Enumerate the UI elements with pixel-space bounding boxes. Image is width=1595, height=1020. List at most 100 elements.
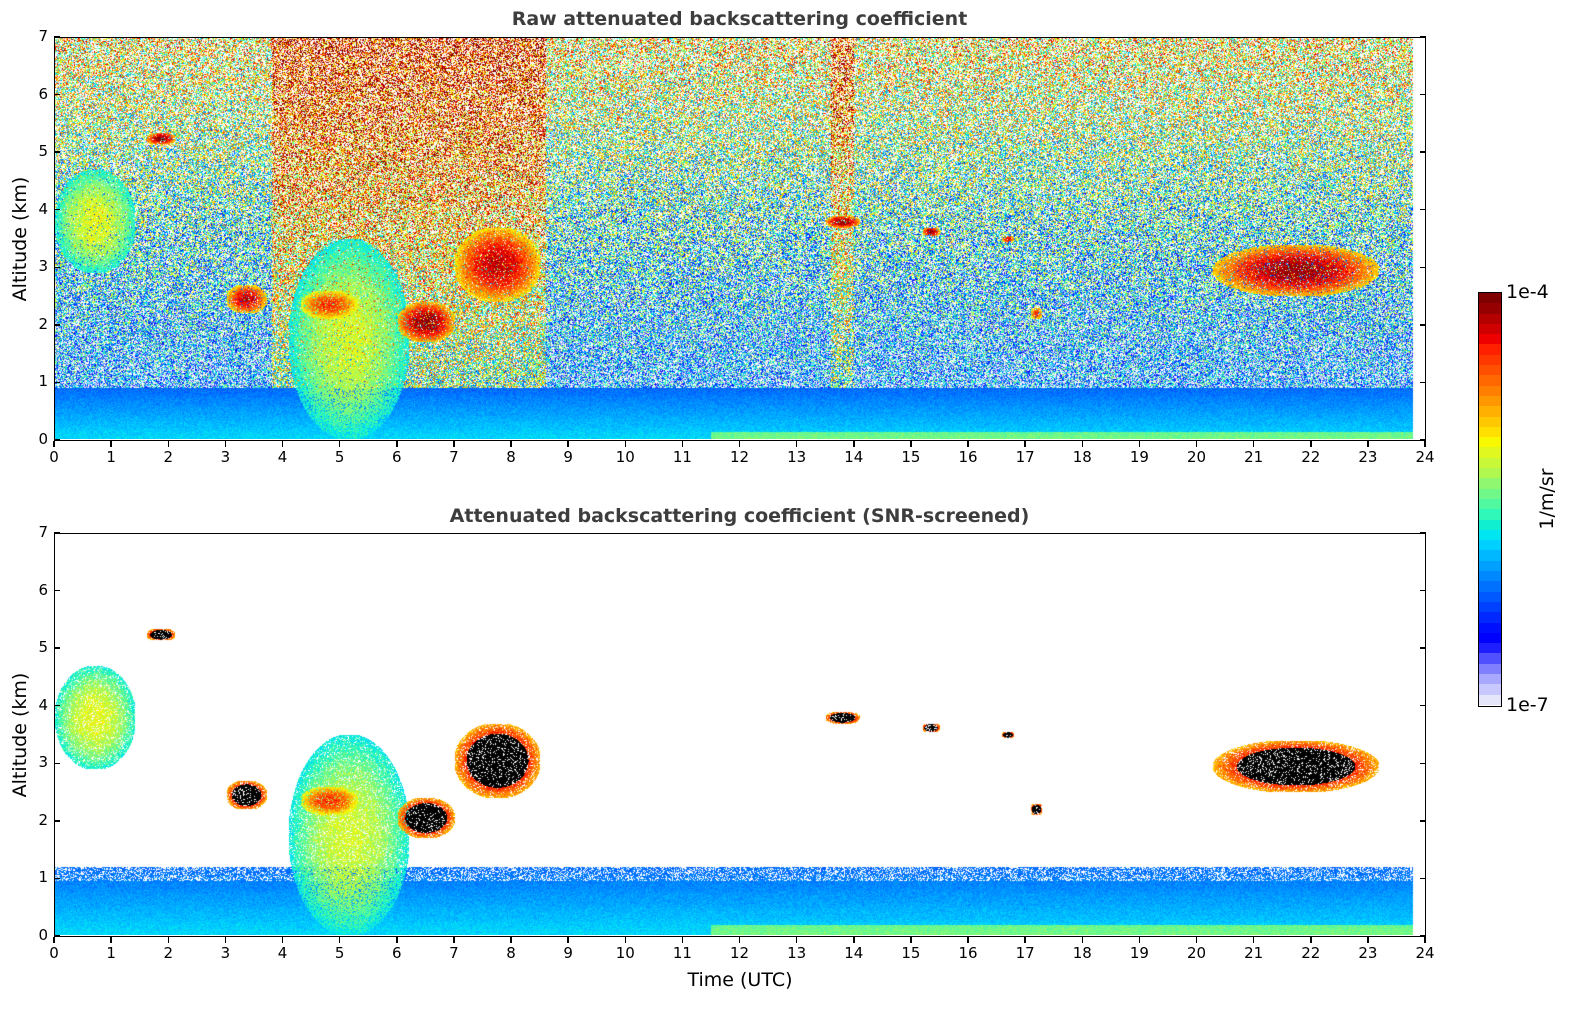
bottom-panel-heatmap [55, 534, 1424, 935]
x-tick-mark [167, 441, 169, 447]
top-panel-axes [54, 37, 1426, 441]
colorbar-band [1479, 663, 1501, 674]
bottom-panel-axes [54, 533, 1426, 937]
x-tick-mark [1424, 441, 1426, 447]
x-tick-label: 10 [615, 944, 635, 962]
y-tick-mark [54, 532, 60, 534]
y-tick-mark [1420, 647, 1426, 649]
x-tick-label: 0 [49, 944, 59, 962]
x-tick-label: 18 [1072, 944, 1092, 962]
x-tick-label: 16 [958, 448, 978, 466]
x-tick-mark [338, 937, 341, 943]
x-tick-mark [853, 937, 855, 943]
x-tick-label: 12 [729, 448, 750, 466]
colorbar-band [1479, 643, 1501, 654]
x-tick-mark [396, 937, 398, 943]
x-tick-mark [738, 441, 741, 447]
x-tick-label: 14 [844, 448, 864, 466]
colorbar-band [1479, 334, 1501, 345]
x-tick-mark [1081, 937, 1083, 943]
x-tick-label: 7 [449, 944, 459, 962]
x-tick-label: 1 [106, 448, 116, 466]
colorbar-band [1479, 437, 1501, 448]
x-tick-mark [1195, 441, 1198, 447]
x-tick-mark [53, 441, 55, 447]
x-tick-label: 16 [958, 944, 978, 962]
x-tick-mark [1252, 937, 1255, 943]
x-tick-mark [910, 441, 912, 447]
x-tick-mark [1310, 441, 1312, 447]
x-tick-label: 4 [277, 448, 288, 466]
colorbar [1478, 292, 1502, 707]
x-tick-label: 20 [1186, 944, 1207, 962]
y-tick-label: 4 [38, 199, 48, 218]
y-tick-label: 4 [38, 695, 48, 714]
x-tick-mark [1252, 441, 1255, 447]
x-tick-label: 11 [672, 944, 692, 962]
y-tick-mark [1420, 532, 1426, 534]
x-tick-label: 5 [334, 448, 345, 466]
x-tick-label: 21 [1244, 448, 1264, 466]
x-tick-mark [1367, 441, 1369, 447]
x-tick-label: 5 [334, 944, 345, 962]
x-tick-mark [453, 937, 455, 943]
y-tick-mark [54, 93, 60, 96]
colorbar-max-label: 1e-4 [1506, 281, 1549, 303]
colorbar-band [1479, 375, 1501, 386]
x-tick-label: 2 [163, 944, 174, 962]
colorbar-band [1479, 416, 1501, 427]
x-tick-label: 12 [729, 944, 750, 962]
colorbar-band [1479, 303, 1501, 314]
y-tick-mark [1420, 877, 1426, 880]
x-tick-label: 17 [1015, 448, 1035, 466]
x-tick-mark [224, 937, 227, 943]
colorbar-unit-label: 1/m/sr [1536, 468, 1558, 530]
x-tick-label: 9 [563, 944, 573, 962]
colorbar-band [1479, 519, 1501, 530]
y-tick-mark [1420, 381, 1426, 384]
colorbar-band [1479, 478, 1501, 489]
x-tick-label: 6 [391, 448, 402, 466]
x-tick-label: 6 [391, 944, 402, 962]
y-tick-mark [54, 877, 60, 880]
x-tick-mark [110, 441, 112, 447]
x-tick-mark [1024, 441, 1026, 447]
colorbar-band [1479, 694, 1501, 705]
x-tick-mark [738, 937, 741, 943]
top-panel-ylabel: Altitude (km) [9, 176, 31, 302]
colorbar-band [1479, 622, 1501, 633]
x-tick-mark [1081, 441, 1083, 447]
y-tick-mark [54, 589, 60, 592]
colorbar-band [1479, 426, 1501, 438]
colorbar-band [1479, 571, 1501, 582]
x-tick-mark [224, 441, 227, 447]
colorbar-band [1479, 354, 1501, 366]
x-tick-mark [1138, 441, 1141, 447]
colorbar-band [1479, 293, 1501, 304]
colorbar-band [1479, 323, 1501, 335]
y-tick-label: 5 [38, 142, 48, 161]
y-tick-mark [54, 266, 60, 269]
x-tick-mark [510, 937, 512, 943]
x-tick-label: 11 [672, 448, 692, 466]
colorbar-band [1479, 684, 1501, 695]
x-tick-label: 22 [1301, 448, 1321, 466]
colorbar-band [1479, 653, 1501, 664]
colorbar-band [1479, 509, 1501, 520]
x-tick-mark [1310, 937, 1312, 943]
colorbar-band [1479, 673, 1501, 685]
x-tick-label: 24 [1415, 448, 1435, 466]
top-panel-heatmap [55, 38, 1424, 439]
y-tick-mark [1420, 208, 1426, 211]
top-panel-title: Raw attenuated backscattering coefficien… [511, 8, 968, 30]
colorbar-band [1479, 447, 1501, 458]
x-tick-label: 13 [787, 448, 807, 466]
colorbar-band [1479, 344, 1501, 355]
bottom-panel-title: Attenuated backscattering coefficient (S… [449, 505, 1030, 527]
x-tick-label: 23 [1358, 448, 1378, 466]
x-tick-mark [281, 937, 284, 943]
colorbar-band [1479, 406, 1501, 417]
y-tick-mark [1420, 439, 1426, 441]
y-tick-label: 6 [38, 580, 48, 599]
y-tick-label: 0 [38, 430, 48, 448]
